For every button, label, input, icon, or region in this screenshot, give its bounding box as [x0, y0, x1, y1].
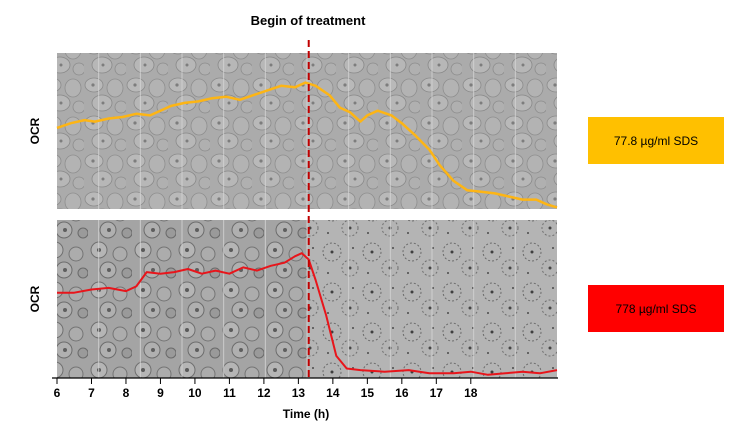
x-tick-label: 6: [54, 386, 61, 400]
x-tick-label: 12: [257, 386, 271, 400]
bottom-series-label: 778 µg/ml SDS: [588, 285, 724, 332]
top-panel: [57, 53, 557, 209]
x-axis-label: Time (h): [283, 407, 329, 421]
top-y-axis-label: OCR: [28, 117, 42, 144]
x-tick-label: 16: [395, 386, 409, 400]
x-tick-label: 18: [464, 386, 478, 400]
top-series-label-text: 77.8 µg/ml SDS: [613, 133, 699, 148]
x-tick-label: 10: [188, 386, 202, 400]
x-tick-label: 17: [430, 386, 444, 400]
x-tick-label: 14: [326, 386, 340, 400]
bottom-series-line: [57, 252, 558, 376]
top-series-label: 77.8 µg/ml SDS: [588, 117, 724, 164]
bottom-panel: [57, 220, 557, 378]
x-tick-label: 8: [123, 386, 130, 400]
bottom-series-label-text: 778 µg/ml SDS: [615, 301, 697, 316]
chart-title: Begin of treatment: [251, 13, 367, 28]
top-series-line: [56, 81, 558, 209]
x-tick-label: 13: [292, 386, 306, 400]
top-frame-dividers: [98, 53, 516, 209]
bottom-y-axis-label: OCR: [28, 285, 42, 312]
x-tick-label: 11: [223, 386, 236, 400]
x-tick-label: 7: [88, 386, 95, 400]
x-tick-label: 15: [361, 386, 375, 400]
bottom-frame-dividers: [98, 220, 516, 378]
x-axis-ticks: 6 7 8 9 10 11 12 13 14 15 16 17 18: [54, 378, 478, 400]
x-tick-label: 9: [157, 386, 164, 400]
